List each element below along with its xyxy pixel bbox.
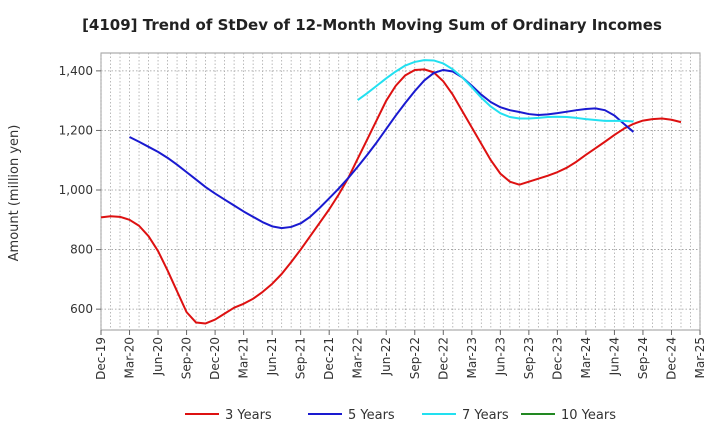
series-line-7-years — [357, 59, 634, 123]
y-tick-label: 800 — [70, 243, 93, 257]
y-tick-label: 1,200 — [59, 123, 93, 137]
x-tick-label: Mar-21 — [237, 337, 251, 378]
series-line-5-years — [129, 68, 635, 230]
x-tick-label: Jun-21 — [265, 337, 279, 376]
x-tick-label: Sep-23 — [522, 337, 536, 379]
x-tick-label: Jun-22 — [379, 337, 393, 376]
y-tick-label: 1,400 — [59, 64, 93, 78]
legend: 3 Years 5 Years 7 Years 10 Years — [185, 408, 616, 423]
legend-label-5-years: 5 Years — [348, 408, 395, 423]
y-tick-label: 600 — [70, 302, 93, 316]
x-tick-label: Dec-24 — [664, 337, 678, 380]
x-tick-label: Dec-19 — [94, 337, 108, 380]
x-tick-label: Mar-25 — [693, 337, 707, 378]
plot-area — [100, 52, 701, 331]
x-tick-label: Mar-20 — [123, 337, 137, 378]
x-tick-label: Mar-23 — [465, 337, 479, 378]
x-tick-label: Dec-22 — [436, 337, 450, 380]
x-tick-label: Jun-20 — [151, 337, 165, 376]
y-axis-label: Amount (million yen) — [7, 125, 22, 262]
legend-label-3-years: 3 Years — [225, 408, 272, 423]
x-axis-ticks: Dec-19 Mar-20 Jun-20 Sep-20 Dec-20 Mar-21 Jun-… — [94, 330, 707, 380]
series-lines — [100, 59, 682, 325]
x-tick-label: Jun-24 — [607, 337, 621, 376]
x-tick-label: Jun-23 — [493, 337, 507, 376]
x-tick-label: Mar-22 — [351, 337, 365, 378]
y-axis-ticks: 600 800 1,000 1,200 1,400 — [59, 64, 101, 316]
x-tick-label: Dec-21 — [322, 337, 336, 380]
x-tick-label: Sep-20 — [180, 337, 194, 379]
series-line-3-years — [100, 68, 682, 325]
chart-title: [4109] Trend of StDev of 12-Month Moving… — [82, 16, 662, 34]
legend-label-10-years: 10 Years — [561, 408, 616, 423]
y-tick-label: 1,000 — [59, 183, 93, 197]
x-tick-label: Mar-24 — [579, 337, 593, 378]
x-tick-label: Sep-21 — [294, 337, 308, 379]
x-tick-label: Sep-22 — [408, 337, 422, 379]
x-tick-label: Dec-20 — [208, 337, 222, 380]
plot-frame — [100, 52, 701, 331]
x-tick-label: Dec-23 — [550, 337, 564, 380]
legend-label-7-years: 7 Years — [462, 408, 509, 423]
x-tick-label: Sep-24 — [636, 337, 650, 379]
